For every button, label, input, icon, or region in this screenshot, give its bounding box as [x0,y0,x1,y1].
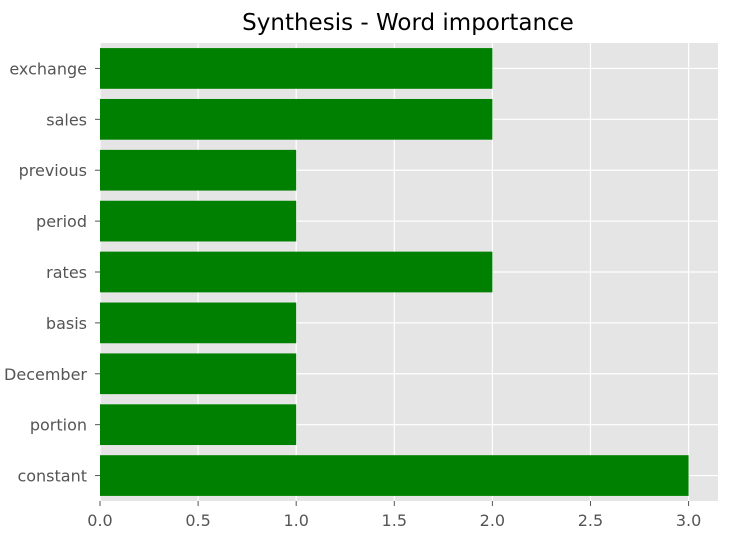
x-tick-label: 1.0 [283,511,308,530]
x-tick-label: 0.5 [185,511,210,530]
y-tick-label-exchange: exchange [9,59,87,78]
bar-previous [100,149,297,191]
bar-constant [100,455,689,496]
bar-portion [100,404,297,446]
y-tick-label-basis: basis [46,314,87,333]
x-tick-label: 2.0 [480,511,505,530]
bar-exchange [100,48,493,89]
x-axis-ticks: 0.0 0.5 1.0 1.5 2.0 2.5 3.0 [87,501,701,530]
y-tick-label-previous: previous [19,161,87,180]
y-tick-label-December: December [4,365,87,384]
x-tick-label: 3.0 [676,511,701,530]
bar-basis [100,302,297,344]
x-tick-label: 1.5 [382,511,407,530]
y-tick-label-sales: sales [46,110,87,129]
y-tick-label-constant: constant [17,467,87,486]
y-tick-label-period: period [36,212,87,231]
bars [100,48,689,496]
x-tick-label: 2.5 [578,511,603,530]
y-tick-label-rates: rates [46,263,87,282]
bar-period [100,200,297,242]
bar-sales [100,98,493,140]
bar-December [100,353,297,395]
chart-title: Synthesis - Word importance [242,10,574,36]
bar-rates [100,251,493,293]
x-tick-label: 0.0 [87,511,112,530]
y-tick-label-portion: portion [30,416,87,435]
y-axis-ticks: exchange sales previous period rates basis Dec… [4,59,100,486]
